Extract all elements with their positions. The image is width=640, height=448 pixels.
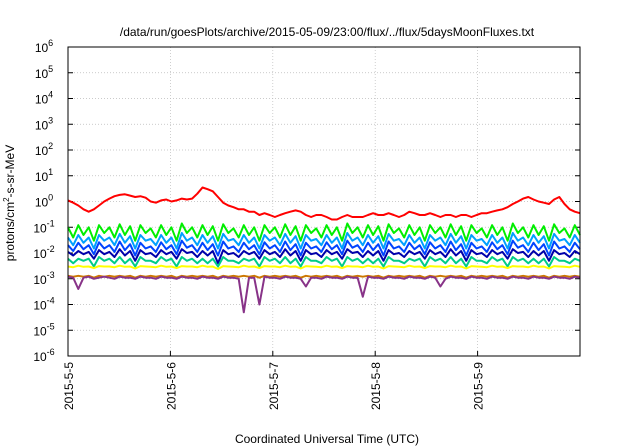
y-tick-label: 10-4 [33,296,54,313]
y-tick-label: 10-6 [33,347,54,364]
y-tick-label: 10-2 [33,244,54,261]
y-tick-base: 10 [35,196,49,210]
series-lines [67,186,581,314]
y-tick-label: 106 [35,38,53,55]
y-tick-base: 10 [35,41,49,55]
series-line [67,186,581,221]
x-tick-labels: 2015-5-5 2015-5-6 2015-5-7 2015-5-8 2015-5-9 [62,362,486,410]
x-tick-label: 2015-5-6 [164,362,178,410]
series-line [67,256,581,268]
y-tick-exp: 1 [48,167,53,177]
y-tick-label: 101 [35,167,53,184]
y-tick-base: 10 [33,221,47,235]
series-line [67,264,581,270]
y-tick-base: 10 [33,273,47,287]
x-tick-label: 2015-5-7 [267,362,281,410]
y-tick-exp: 3 [48,115,53,125]
y-tick-label: 102 [35,141,53,158]
y-tick-label: 100 [35,193,53,210]
x-axis-label: Coordinated Universal Time (UTC) [235,432,419,446]
y-tick-label: 104 [35,90,53,107]
series-line [67,222,581,242]
y-axis-label-base: protons/cm [3,202,17,261]
y-tick-exp: 6 [48,38,53,48]
chart-title: /data/run/goesPlots/archive/2015-05-09/2… [120,25,535,39]
x-tick-label: 2015-5-9 [472,362,486,410]
series-line [67,232,581,250]
y-tick-labels: 10-610-510-410-310-210-11001011021031041… [33,38,54,364]
y-tick-exp: 2 [48,141,53,151]
y-tick-label: 105 [35,64,53,81]
grid [67,46,580,357]
y-tick-exp: -6 [47,347,55,357]
y-tick-exp: -3 [47,270,55,280]
y-tick-base: 10 [35,144,49,158]
y-tick-exp: -4 [47,296,55,306]
y-tick-label: 10-1 [33,218,54,235]
series-line [67,248,581,265]
y-axis-label: protons/cm2-s-sr-MeV [2,145,17,261]
y-tick-base: 10 [35,67,49,81]
y-tick-base: 10 [33,350,47,364]
y-tick-exp: 0 [48,193,53,203]
y-tick-base: 10 [33,324,47,338]
y-tick-base: 10 [33,299,47,313]
y-tick-exp: -2 [47,244,55,254]
y-tick-label: 10-5 [33,321,54,338]
series-line [67,275,581,314]
y-tick-base: 10 [35,170,49,184]
plot-frame [67,46,581,357]
series-line [67,239,581,257]
y-tick-exp: 5 [48,64,53,74]
y-tick-base: 10 [35,118,49,132]
y-tick-exp: -5 [47,321,55,331]
y-tick-base: 10 [33,247,47,261]
y-tick-label: 103 [35,115,53,132]
y-axis-label-rest: -s-sr-MeV [3,145,17,198]
x-tick-label: 2015-5-5 [62,362,76,410]
x-tick-label: 2015-5-8 [369,362,383,410]
y-tick-exp: -1 [47,218,55,228]
y-axis-label-sup: 2 [2,197,11,202]
y-tick-label: 10-3 [33,270,54,287]
y-tick-base: 10 [35,93,49,107]
y-tick-exp: 4 [48,90,53,100]
